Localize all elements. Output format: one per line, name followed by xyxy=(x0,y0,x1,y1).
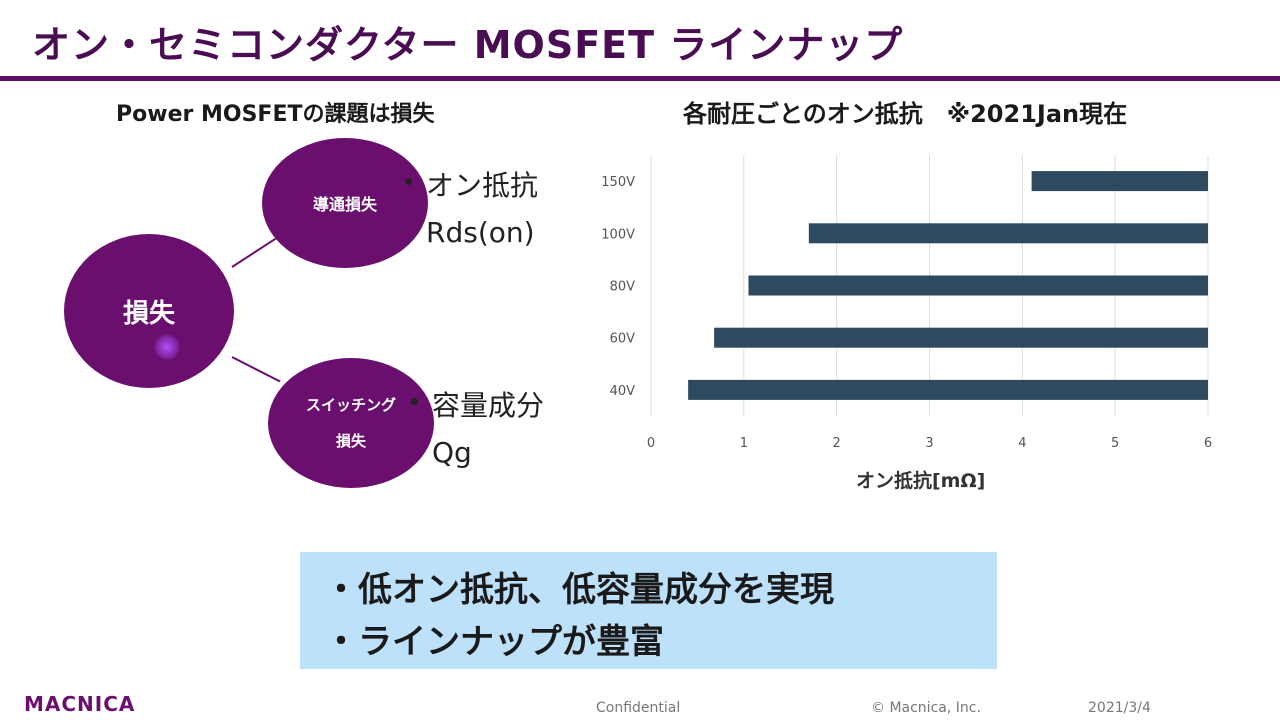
chart-svg: 0 1 2 3 4 5 6 150V 100V 80V 60V 40V xyxy=(601,155,1212,451)
y-category-label: 100V xyxy=(601,227,635,242)
y-category-label: 150V xyxy=(601,175,635,190)
summary-line-1: ・低オン抵抗、低容量成分を実現 xyxy=(324,570,834,610)
bar-80V xyxy=(748,275,1208,296)
chart-heading: 各耐圧ごとのオン抵抗 ※2021Jan現在 xyxy=(683,100,1128,128)
x-tick-label: 2 xyxy=(833,436,841,451)
conduction-loss-label: 導通損失 xyxy=(312,195,377,214)
footer-confidential: Confidential xyxy=(596,700,681,716)
x-tick-label: 1 xyxy=(740,436,748,451)
y-category-label: 40V xyxy=(610,384,636,399)
switching-loss-label-line2: 損失 xyxy=(335,432,366,450)
bullet-icon xyxy=(411,398,418,405)
on-resistance-label: オン抵抗 xyxy=(426,169,539,202)
capacitance-label: 容量成分 xyxy=(432,389,545,422)
bar-100V xyxy=(808,223,1208,244)
loss-circle: 損失 xyxy=(64,234,234,388)
bar-150V xyxy=(1031,171,1208,192)
switching-loss-label-line1: スイッチング xyxy=(305,396,396,414)
title-divider xyxy=(0,76,1280,81)
connector-conduction xyxy=(231,237,277,268)
conduction-loss-circle: 導通損失 xyxy=(262,138,428,268)
connector-switching xyxy=(231,356,281,383)
loss-diagram: 損失 導通損失 スイッチング 損失 オン抵抗 Rds(on) 容量成分 Qg xyxy=(0,0,640,520)
x-tick-label: 4 xyxy=(1018,436,1026,451)
footer-copyright: © Macnica, Inc. xyxy=(871,700,981,716)
diagram-heading: Power MOSFETの課題は損失 xyxy=(116,102,435,127)
y-category-label: 80V xyxy=(610,280,636,295)
bullet-icon xyxy=(405,178,412,185)
slide-title: オン・セミコンダクター MOSFET ラインナップ xyxy=(32,23,904,67)
y-category-label: 60V xyxy=(610,332,636,347)
qg-label: Qg xyxy=(432,436,472,469)
on-resistance-chart: 0 1 2 3 4 5 6 150V 100V 80V 60V 40V xyxy=(590,150,1230,490)
summary-callout: ・低オン抵抗、低容量成分を実現 ・ラインナップが豊富 xyxy=(300,552,997,669)
loss-circle-label: 損失 xyxy=(122,298,175,329)
rdson-label: Rds(on) xyxy=(426,216,535,249)
summary-line-2: ・ラインナップが豊富 xyxy=(324,622,664,662)
macnica-logo: MACNICA xyxy=(24,692,136,716)
x-tick-label: 5 xyxy=(1111,436,1119,451)
switching-loss-circle: スイッチング 損失 xyxy=(268,358,434,488)
x-axis-label: オン抵抗[mΩ] xyxy=(856,470,986,492)
x-tick-label: 0 xyxy=(647,436,655,451)
pointer-cursor-icon xyxy=(154,334,180,360)
footer-date: 2021/3/4 xyxy=(1088,700,1151,716)
bar-40V xyxy=(688,379,1208,400)
x-tick-label: 6 xyxy=(1204,436,1212,451)
x-tick-label: 3 xyxy=(925,436,933,451)
bar-60V xyxy=(714,327,1208,348)
